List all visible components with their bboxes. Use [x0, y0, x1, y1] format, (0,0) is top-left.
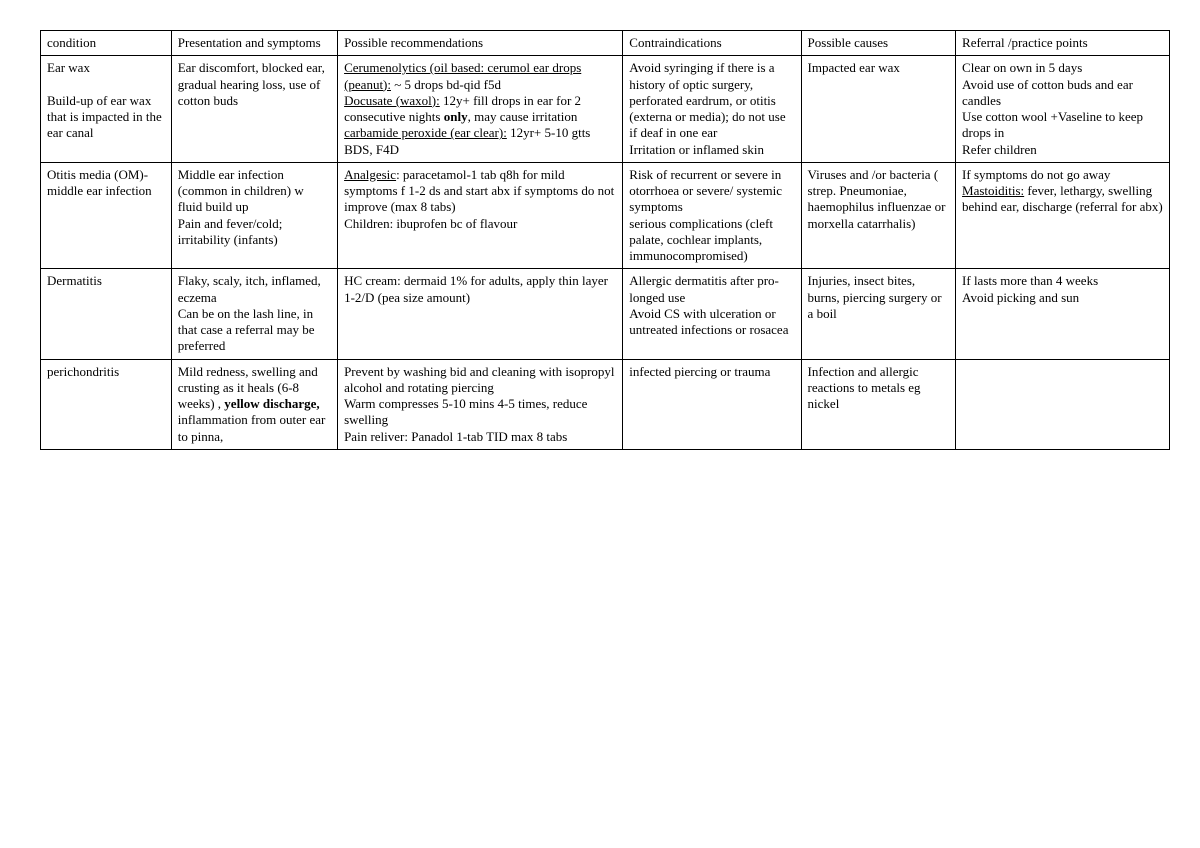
- text-run: ~ 5 drops bd-qid f5d: [391, 77, 501, 92]
- text-run: Irritation or inflamed skin: [629, 142, 764, 157]
- text-run: Pain and fever/cold; irritability (infan…: [178, 216, 283, 247]
- text-run: Pain reliver: Panadol 1-tab TID max 8 ta…: [344, 429, 567, 444]
- text-run: Risk of recurrent or severe in otorrhoea…: [629, 167, 782, 215]
- referral-cell: If symptoms do not go awayMastoiditis: f…: [956, 162, 1170, 269]
- text-run: Otitis media (OM)- middle ear infection: [47, 167, 152, 198]
- text-run: Avoid CS with ulceration or untreated in…: [629, 306, 788, 337]
- recommendations-cell: Cerumenolytics (oil based: cerumol ear d…: [338, 56, 623, 163]
- table-row: Ear wax Build-up of ear wax that is impac…: [41, 56, 1170, 163]
- condition-cell: perichondritis: [41, 359, 172, 449]
- text-run: HC cream: dermaid 1% for adults, apply t…: [344, 273, 608, 304]
- text-run: Refer children: [962, 142, 1037, 157]
- text-run: Dermatitis: [47, 273, 102, 288]
- causes-cell: Impacted ear wax: [801, 56, 955, 163]
- column-header: Presentation and symptoms: [171, 31, 337, 56]
- contraindications-cell: Risk of recurrent or severe in otorrhoea…: [623, 162, 801, 269]
- text-run: Avoid picking and sun: [962, 290, 1079, 305]
- text-run: Use cotton wool +Vaseline to keep drops …: [962, 109, 1143, 140]
- text-run: Prevent by washing bid and cleaning with…: [344, 364, 614, 395]
- text-run: Analgesic: [344, 167, 396, 182]
- condition-cell: Otitis media (OM)- middle ear infection: [41, 162, 172, 269]
- text-run: Clear on own in 5 days: [962, 60, 1082, 75]
- presentation-cell: Ear discomfort, blocked ear, gradual hea…: [171, 56, 337, 163]
- text-run: Docusate (waxol):: [344, 93, 440, 108]
- text-run: Mastoiditis:: [962, 183, 1024, 198]
- condition-cell: Dermatitis: [41, 269, 172, 359]
- table-row: perichondritis Mild redness, swelling and…: [41, 359, 1170, 449]
- presentation-cell: Mild redness, swelling and crusting as i…: [171, 359, 337, 449]
- recommendations-cell: HC cream: dermaid 1% for adults, apply t…: [338, 269, 623, 359]
- text-run: Viruses and /or bacteria ( strep. Pneumo…: [808, 167, 946, 231]
- text-run: Impacted ear wax: [808, 60, 900, 75]
- text-run: Warm compresses 5-10 mins 4-5 times, red…: [344, 396, 587, 427]
- text-run: Ear wax: [47, 60, 90, 75]
- text-run: If lasts more than 4 weeks: [962, 273, 1098, 288]
- text-run: Ear discomfort, blocked ear, gradual hea…: [178, 60, 325, 108]
- contraindications-cell: Allergic dermatitis after pro-longed use…: [623, 269, 801, 359]
- text-run: Infection and allergic reactions to meta…: [808, 364, 921, 412]
- text-run: perichondritis: [47, 364, 119, 379]
- presentation-cell: Middle ear infection (common in children…: [171, 162, 337, 269]
- text-run: Can be on the lash line, in that case a …: [178, 306, 315, 354]
- column-header: Contraindications: [623, 31, 801, 56]
- text-run: infected piercing or trauma: [629, 364, 770, 379]
- text-run: carbamide peroxide (ear clear):: [344, 125, 507, 140]
- table-row: Dermatitis Flaky, scaly, itch, inflamed, …: [41, 269, 1170, 359]
- conditions-table: conditionPresentation and symptomsPossib…: [40, 30, 1170, 450]
- causes-cell: Injuries, insect bites, burns, piercing …: [801, 269, 955, 359]
- column-header: Referral /practice points: [956, 31, 1170, 56]
- contraindications-cell: infected piercing or trauma: [623, 359, 801, 449]
- text-run: inflammation from outer ear to pinna,: [178, 412, 326, 443]
- presentation-cell: Flaky, scaly, itch, inflamed, eczemaCan …: [171, 269, 337, 359]
- table-row: Otitis media (OM)- middle ear infection M…: [41, 162, 1170, 269]
- causes-cell: Viruses and /or bacteria ( strep. Pneumo…: [801, 162, 955, 269]
- text-run: , may cause irritation: [468, 109, 578, 124]
- column-header: condition: [41, 31, 172, 56]
- text-run: Children: ibuprofen bc of flavour: [344, 216, 517, 231]
- causes-cell: Infection and allergic reactions to meta…: [801, 359, 955, 449]
- text-run: serious complications (cleft palate, coc…: [629, 216, 773, 264]
- text-run: only: [444, 109, 468, 124]
- contraindications-cell: Avoid syringing if there is a history of…: [623, 56, 801, 163]
- text-run: Injuries, insect bites, burns, piercing …: [808, 273, 942, 321]
- recommendations-cell: Prevent by washing bid and cleaning with…: [338, 359, 623, 449]
- text-run: If symptoms do not go away: [962, 167, 1110, 182]
- text-run: Middle ear infection (common in children…: [178, 167, 304, 215]
- referral-cell: [956, 359, 1170, 449]
- text-run: Allergic dermatitis after pro-longed use: [629, 273, 779, 304]
- text-run: yellow discharge,: [224, 396, 319, 411]
- referral-cell: Clear on own in 5 days Avoid use of cotto…: [956, 56, 1170, 163]
- table-header-row: conditionPresentation and symptomsPossib…: [41, 31, 1170, 56]
- text-run: Avoid syringing if there is a history of…: [629, 60, 785, 140]
- text-run: Build-up of ear wax that is impacted in …: [47, 93, 162, 141]
- text-run: Avoid use of cotton buds and ear candles: [962, 77, 1133, 108]
- text-run: Flaky, scaly, itch, inflamed, eczema: [178, 273, 321, 304]
- referral-cell: If lasts more than 4 weeks Avoid picking …: [956, 269, 1170, 359]
- column-header: Possible causes: [801, 31, 955, 56]
- condition-cell: Ear wax Build-up of ear wax that is impac…: [41, 56, 172, 163]
- column-header: Possible recommendations: [338, 31, 623, 56]
- recommendations-cell: Analgesic: paracetamol-1 tab q8h for mil…: [338, 162, 623, 269]
